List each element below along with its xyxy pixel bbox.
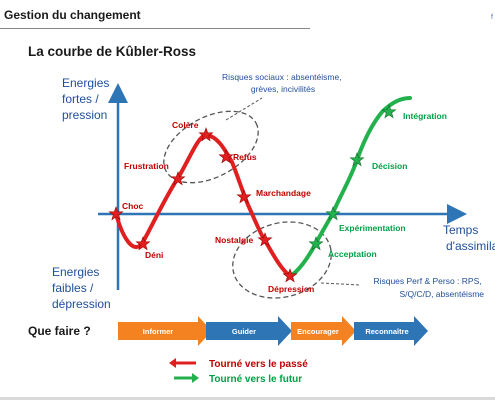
step-reconnaitre-arrow: Reconnaître [354,316,428,346]
star-choc-icon [108,206,124,221]
que-faire-label: Que faire ? [28,324,91,338]
star-marchandage-icon [236,189,252,204]
step-encourager-arrow: Encourager [291,316,356,346]
step-informer-label: Informer [143,327,174,336]
star-deni-icon [135,236,151,251]
perf-risks-connector [320,282,361,286]
step-reconnaitre-label: Reconnaître [365,327,408,336]
header-divider [0,28,310,29]
y-axis-top-label: Energies fortes / pression [62,76,113,122]
diagram-title: La courbe de Kûbler-Ross [28,44,197,59]
label-acceptation: Acceptation [328,249,377,259]
legend-past-label: Tourné vers le passé [209,359,308,370]
step-guider-label: Guider [232,327,256,336]
y-axis-bottom-label: Energies faibles / dépression [52,265,111,311]
label-deni: Déni [145,250,163,260]
footer-divider [0,397,495,400]
label-nostalgie: Nostalgie [215,235,254,245]
perf-risks-ellipse [232,221,332,299]
star-colere-icon [198,127,214,142]
star-decision-icon [349,152,365,167]
label-refus: Refus [233,152,257,162]
perf-risks-callout: Risques Perf & Perso : RPS, S/Q/C/D, abs… [373,276,484,299]
star-acceptation-icon [308,236,324,251]
step-informer-arrow: Informer [118,316,212,346]
legend: Tourné vers le passé Tourné vers le futu… [169,358,308,385]
star-experimentation-icon [325,206,341,221]
action-arrows: Informer Guider Encourager Reconnaître [118,316,428,346]
star-depression-icon [282,268,298,283]
legend-past-arrowhead-icon [169,358,176,368]
x-axis-label: Temps d'assimilation [443,223,495,253]
social-risks-ellipse [163,110,259,184]
label-depression: Dépression [268,284,314,294]
step-encourager-label: Encourager [297,327,339,336]
social-risks-connector [225,97,263,121]
star-nostalgie-icon [257,232,273,247]
page-mark: f [491,14,493,21]
step-guider-arrow: Guider [206,316,292,346]
label-frustration: Frustration [124,161,169,171]
label-experimentation: Expérimentation [339,223,406,233]
label-marchandage: Marchandage [256,188,311,198]
label-choc: Choc [122,201,144,211]
label-integration: Intégration [403,111,447,121]
legend-future-arrowhead-icon [192,373,199,383]
star-frustration-icon [170,171,186,186]
label-decision: Décision [372,161,407,171]
stage-stars [108,104,397,283]
header-title: Gestion du changement [4,8,141,22]
legend-future-label: Tourné vers le futur [209,374,302,385]
star-refus-icon [218,149,234,164]
label-colere: Colère [172,120,199,130]
star-integration-icon [381,104,397,119]
social-risks-callout: Risques sociaux : absentéisme, grèves, i… [222,72,344,94]
